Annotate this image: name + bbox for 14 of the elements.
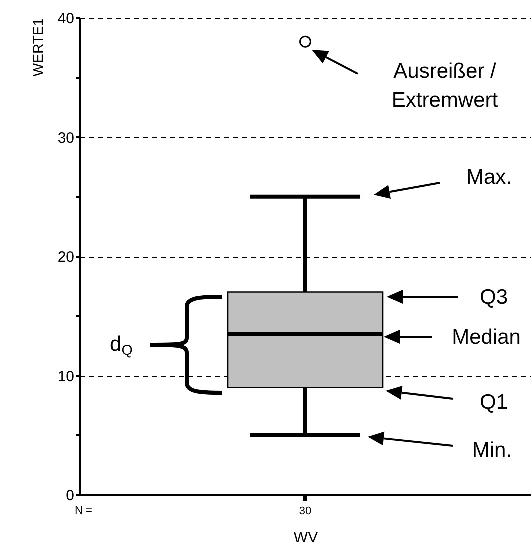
y-tick-label: 10 [58,368,74,386]
y-tick-label: 20 [58,249,74,266]
y-tick-label: 0 [66,488,74,504]
annotation: Max. [466,166,512,189]
annotation: Q1 [480,391,508,414]
annotation: Q3 [480,286,508,309]
annotation: Median [452,326,521,349]
annotation: Min. [472,439,512,462]
annotation: Ausreißer / Extremwert [392,60,498,112]
y-tick-label: 40 [58,10,74,28]
y-axis-title: WERTE1 [30,18,46,77]
x-axis-title: WV [294,530,318,546]
text: N = [75,505,92,517]
y-tick-label: 30 [58,130,74,147]
